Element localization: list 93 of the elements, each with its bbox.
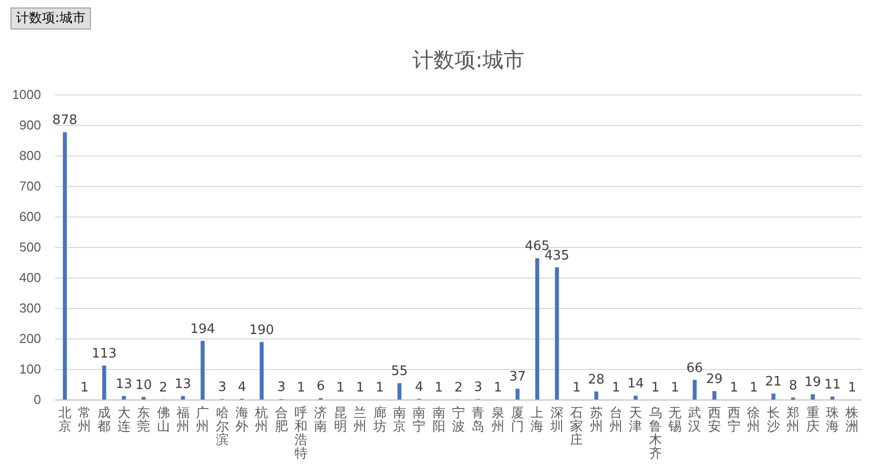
x-tick-label: 廊坊 [372,405,386,434]
data-label: 66 [686,360,703,376]
x-tick-label: 杭州 [254,406,268,434]
data-label: 1 [848,380,856,396]
data-label: 37 [509,370,526,385]
x-tick-label: 福州 [176,406,190,434]
data-label: 14 [627,376,644,392]
x-tick-label: 西宁 [728,406,741,434]
data-label: 190 [249,323,274,338]
y-tick-label: 100 [19,362,41,377]
x-tick-label: 郑州 [786,406,800,434]
data-label: 1 [434,380,443,396]
data-label: 4 [238,380,246,395]
data-label: 19 [804,375,822,390]
x-tick-label: 苏州 [590,406,603,434]
y-tick-label: 200 [19,331,41,346]
x-tick-label: 上海 [530,406,544,434]
field-button: 计数项:城市 [10,8,91,30]
data-label: 113 [92,346,117,362]
data-label: 10 [135,378,152,393]
x-tick-label: 呼和浩特 [294,406,308,462]
data-label: 1 [80,380,89,396]
x-tick-label: 佛山 [156,406,170,434]
y-tick-label: 0 [34,392,41,408]
data-label: 55 [391,364,408,380]
x-tick-label: 广州 [196,406,210,434]
data-label: 28 [588,372,605,388]
y-tick-label: 800 [19,148,41,164]
x-tick-label: 乌鲁木齐 [648,406,662,462]
data-label: 3 [277,380,286,396]
data-label: 2 [159,380,168,396]
x-tick-label: 南京 [392,406,406,434]
x-tick-label: 北京 [58,406,72,434]
x-tick-label: 常州 [78,406,92,434]
x-tick-label: 合肥 [274,406,288,434]
x-tick-label: 石家庄 [570,406,584,448]
x-tick-label: 济南 [314,406,328,434]
x-tick-label: 南宁 [412,406,426,434]
x-tick-label: 徐州 [747,406,760,434]
data-label: 1 [750,380,758,396]
data-label: 13 [174,377,192,392]
y-tick-label: 500 [19,240,41,255]
data-label: 1 [572,380,581,396]
x-tick-label: 兰州 [354,406,367,434]
x-tick-label: 昆明 [334,406,347,434]
x-tick-label: 泉州 [491,406,504,434]
data-label: 1 [670,380,680,396]
x-tick-label: 重庆 [806,406,820,434]
data-label: 8 [788,378,798,394]
x-tick-label: 大连 [117,406,130,434]
data-label: 1 [336,380,345,396]
data-label: 1 [296,380,306,396]
x-tick-label: 青岛 [472,406,485,434]
y-tick-label: 600 [19,209,41,224]
data-label: 13 [116,377,132,392]
x-tick-label: 成都 [98,406,111,434]
x-tick-label: 台州 [609,406,622,434]
x-tick-label: 株洲 [844,406,859,434]
x-tick-label: 宁波 [452,405,465,434]
x-tick-label: 西安 [708,406,721,434]
x-tick-label: 哈尔滨 [216,406,229,448]
data-label: 29 [706,372,723,388]
data-label: 21 [765,374,782,390]
data-label: 1 [494,380,502,396]
x-tick-label: 厦门 [511,406,524,434]
chart-title: 计数项:城市 [412,48,525,72]
x-tick-label: 南阳 [432,406,446,434]
y-tick-label: 700 [19,178,41,194]
data-label: 2 [454,380,463,396]
data-label: 1 [730,380,738,396]
data-label: 6 [316,379,325,394]
x-tick-label: 无锡 [668,406,682,434]
x-tick-label: 东莞 [137,406,150,434]
data-label: 4 [414,380,424,395]
data-label: 3 [474,380,482,396]
data-label: 1 [376,380,384,396]
x-tick-label: 珠海 [826,406,839,434]
y-tick-label: 1000 [12,87,41,102]
y-tick-label: 400 [19,270,41,286]
data-label: 3 [218,380,226,396]
x-tick-label: 海外 [235,406,248,434]
x-tick-label: 武汉 [688,406,702,434]
x-tick-label: 深圳 [549,406,564,434]
x-tick-label: 天津 [629,406,642,434]
data-label: 1 [651,380,660,396]
y-tick-label: 900 [19,118,41,133]
data-label: 1 [612,380,620,396]
data-label: 878 [52,113,78,128]
y-tick-label: 300 [19,300,41,316]
data-label: 1 [356,380,364,396]
data-label: 194 [190,322,216,337]
x-tick-label: 长沙 [766,406,780,434]
data-label: 11 [824,378,841,393]
